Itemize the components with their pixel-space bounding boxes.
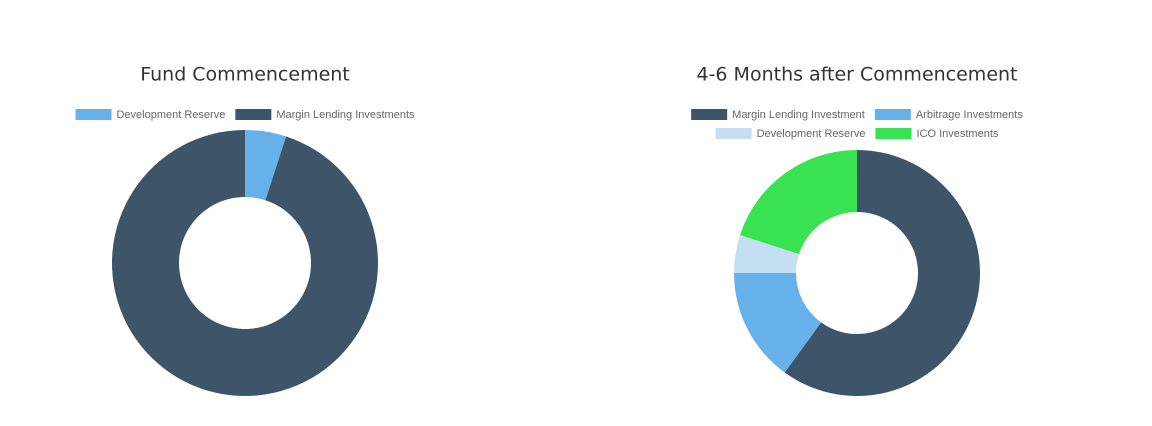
doughnut-slice bbox=[734, 234, 799, 273]
chart-title: 4-6 Months after Commencement bbox=[696, 64, 1017, 86]
legend-label: Margin Lending Investments bbox=[276, 109, 415, 121]
legend-item: Margin Lending Investments bbox=[235, 109, 415, 121]
legend-item: ICO Investments bbox=[875, 128, 999, 140]
legend-swatch bbox=[875, 128, 912, 139]
doughnut-slice bbox=[784, 150, 980, 396]
doughnut-slice bbox=[734, 273, 822, 373]
legend-swatch bbox=[715, 128, 752, 139]
legend-swatch bbox=[691, 109, 728, 120]
doughnut-slice bbox=[245, 130, 287, 201]
legend-swatch bbox=[874, 109, 911, 120]
chart-title: Fund Commencement bbox=[140, 64, 350, 86]
legend-item: Margin Lending Investment bbox=[691, 109, 865, 121]
legend-swatch bbox=[235, 109, 272, 120]
legend-label: Margin Lending Investment bbox=[732, 109, 865, 121]
legend-swatch bbox=[75, 109, 112, 120]
legend-label: Development Reserve bbox=[757, 128, 866, 140]
doughnut-slice bbox=[111, 130, 378, 397]
doughnut-slice bbox=[740, 150, 857, 255]
legend-label: Arbitrage Investments bbox=[916, 109, 1023, 121]
legend-label: Development Reserve bbox=[116, 109, 225, 121]
legend-item: Arbitrage Investments bbox=[874, 109, 1023, 121]
legend-item: Development Reserve bbox=[715, 128, 866, 140]
legend-label: ICO Investments bbox=[916, 128, 998, 140]
legend-item: Development Reserve bbox=[75, 109, 225, 121]
